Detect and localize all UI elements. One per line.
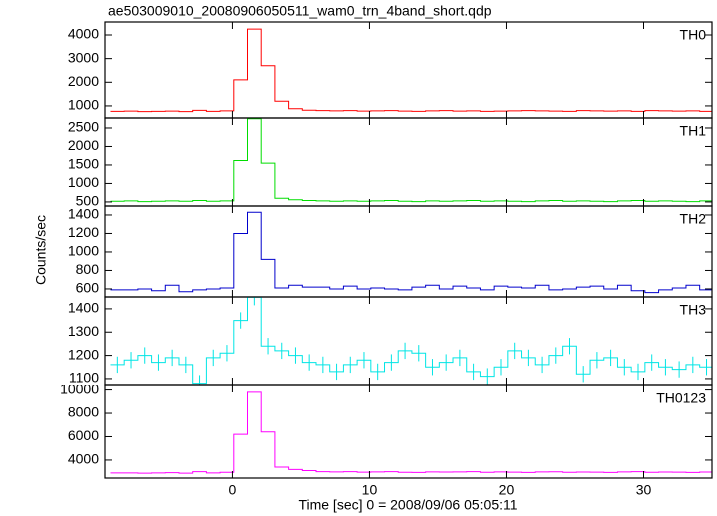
plot-area <box>110 297 712 385</box>
y-tick-label: 6000 <box>68 427 99 443</box>
plot-area <box>110 118 712 203</box>
chart-title: ae503009010_20080906050511_wam0_trn_4ban… <box>108 3 492 19</box>
panel-frame <box>104 117 713 207</box>
plot-area <box>110 391 712 474</box>
y-tick-label: 1200 <box>68 346 99 362</box>
y-tick-labels: 1100 1200 1300 1400 <box>68 300 99 386</box>
series-label: TH0 <box>680 27 707 43</box>
series-label: TH3 <box>680 302 707 318</box>
x-tick-label: 20 <box>499 482 515 498</box>
series-label: TH2 <box>680 211 707 227</box>
x-tick-label: 10 <box>362 482 378 498</box>
panel-frame <box>104 21 713 119</box>
panel-frame <box>104 384 713 479</box>
y-tick-label: 600 <box>76 280 100 296</box>
step-line <box>110 28 712 113</box>
plot-area <box>110 28 712 113</box>
y-tick-label: 1000 <box>68 97 99 113</box>
y-tick-label: 1100 <box>69 370 99 386</box>
y-tick-label: 1000 <box>68 174 99 190</box>
y-tick-label: 4000 <box>68 451 99 467</box>
y-tick-label: 1400 <box>68 206 99 222</box>
y-tick-label: 3000 <box>68 49 99 65</box>
step-line <box>110 297 712 385</box>
y-tick-label: 800 <box>76 261 100 277</box>
y-tick-labels: 600 800 1000 1200 1400 <box>68 206 99 296</box>
x-tick-label: 0 <box>229 482 237 498</box>
y-tick-label: 500 <box>76 193 100 209</box>
y-tick-label: 1300 <box>68 323 99 339</box>
y-tick-labels: 500 1000 1500 2000 2500 <box>68 119 100 209</box>
y-axis-label: Counts/sec <box>33 215 49 285</box>
y-tick-label: 2500 <box>68 119 99 135</box>
x-tick-label: 30 <box>636 482 652 498</box>
y-tick-label: 1400 <box>68 300 99 316</box>
y-tick-label: 1200 <box>68 224 99 240</box>
x-axis-label: Time [sec] 0 = 2008/09/06 05:05:11 <box>298 497 517 513</box>
y-tick-labels: 1000 2000 3000 4000 <box>68 26 99 113</box>
y-tick-label: 2000 <box>68 73 99 89</box>
panel-frame <box>104 296 713 386</box>
panel-frame <box>104 205 713 298</box>
y-tick-labels: 4000 6000 8000 10000 <box>60 380 99 467</box>
series-label: TH0123 <box>656 390 706 406</box>
y-tick-label: 2000 <box>68 137 99 153</box>
y-tick-label: 10000 <box>60 380 99 396</box>
y-tick-label: 4000 <box>68 26 99 42</box>
y-tick-label: 1500 <box>68 156 99 172</box>
plot-area <box>110 211 712 294</box>
step-line <box>110 118 712 203</box>
y-tick-label: 1000 <box>68 243 99 259</box>
step-line <box>110 211 712 294</box>
step-line <box>110 391 712 474</box>
series-label: TH1 <box>680 123 707 139</box>
y-tick-label: 8000 <box>68 404 99 420</box>
